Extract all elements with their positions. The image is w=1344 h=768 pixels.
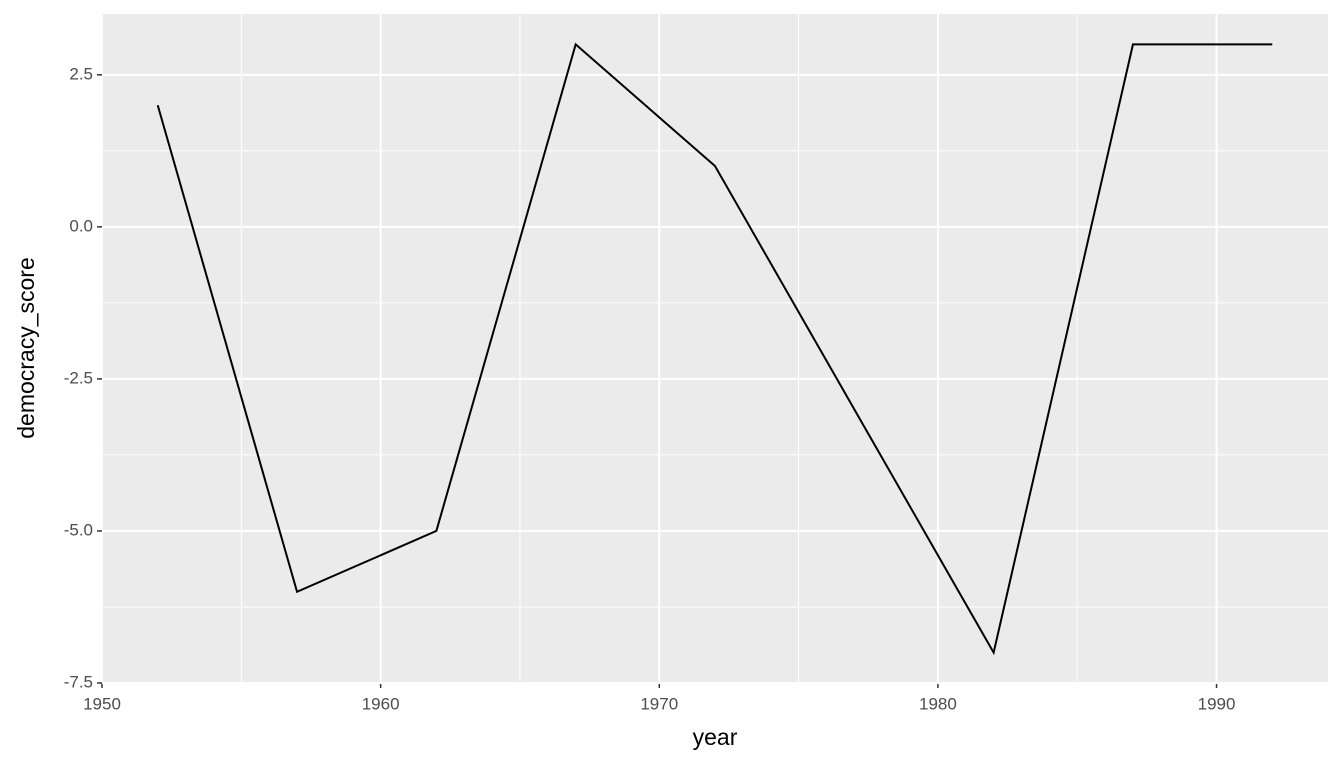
y-tick-label: -7.5: [64, 672, 93, 691]
y-tick-label: -5.0: [64, 520, 93, 539]
x-axis-title: year: [693, 724, 738, 750]
y-axis-title: democracy_score: [13, 257, 39, 439]
plot-panel: [102, 14, 1328, 683]
y-tick-label: -2.5: [64, 368, 93, 387]
y-tick-label: 2.5: [69, 64, 93, 83]
data-line: [156, 42, 1273, 656]
x-tick-label: 1960: [362, 694, 400, 713]
x-tick-label: 1970: [640, 694, 678, 713]
y-tick-label: 0.0: [69, 216, 93, 235]
x-tick-label: 1950: [83, 694, 121, 713]
x-tick-label: 1990: [1198, 694, 1236, 713]
x-tick-label: 1980: [919, 694, 957, 713]
